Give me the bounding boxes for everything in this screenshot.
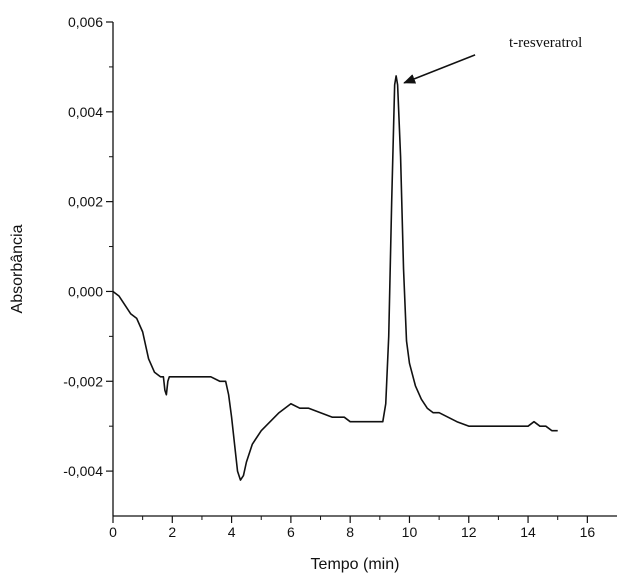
y-tick-label: 0,006 [68, 14, 103, 30]
annotation-label: t-resveratrol [509, 35, 582, 51]
x-tick-label: 10 [402, 524, 418, 540]
y-axis-ticks: -0,004 -0,002 0,000 0,002 0,004 0,006 [63, 14, 113, 479]
x-axis-ticks: 0 2 4 6 8 10 12 14 16 [109, 516, 595, 540]
x-tick-label: 14 [520, 524, 536, 540]
x-tick-label: 12 [461, 524, 477, 540]
y-axis-label: Absorbância [9, 224, 26, 313]
x-tick-label: 0 [109, 524, 117, 540]
x-tick-label: 2 [168, 524, 176, 540]
annotation-arrow [403, 54, 476, 84]
absorbance-series-line [112, 75, 558, 481]
y-tick-label: -0,002 [63, 373, 103, 389]
x-tick-label: 8 [346, 524, 354, 540]
y-tick-label: -0,004 [63, 463, 103, 479]
x-axis-label: Tempo (min) [311, 556, 400, 573]
axes [112, 22, 617, 517]
y-tick-label: 0,000 [68, 283, 103, 299]
y-tick-label: 0,002 [68, 194, 103, 210]
x-tick-label: 4 [228, 524, 236, 540]
x-tick-label: 6 [287, 524, 295, 540]
y-tick-label: 0,004 [68, 104, 103, 120]
x-tick-label: 16 [580, 524, 596, 540]
